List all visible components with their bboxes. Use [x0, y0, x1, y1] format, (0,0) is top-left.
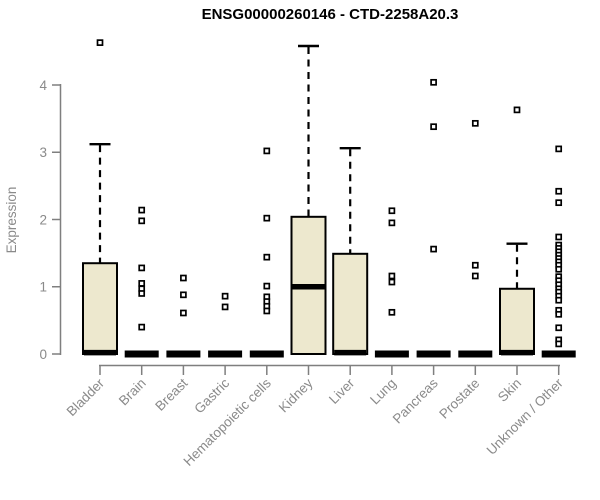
outlier-unknown-other-18: [555, 296, 563, 304]
outlier-brain-0: [138, 206, 146, 214]
boxplot-bladder: [82, 39, 118, 356]
boxplot-pancreas: [416, 78, 451, 358]
x-tick-label-lung: Lung: [367, 376, 399, 408]
collapsed-box-breast: [166, 350, 201, 358]
boxplot-brain: [124, 206, 159, 358]
boxplot-hematopoietic-cells: [249, 147, 284, 358]
outlier-brain-3: [138, 280, 146, 287]
y-axis-label: Expression: [4, 187, 19, 254]
outlier-prostate-0: [471, 119, 479, 127]
outlier-hematopoietic-cells-0: [263, 147, 271, 155]
collapsed-box-hematopoietic-cells: [249, 350, 284, 358]
outlier-hematopoietic-cells-7: [263, 307, 271, 315]
boxplot-gastric: [208, 292, 243, 358]
outlier-lung-4: [388, 308, 396, 316]
outlier-hematopoietic-cells-3: [263, 282, 271, 290]
outlier-unknown-other-0: [555, 145, 563, 153]
x-tick-label-skin: Skin: [495, 376, 524, 405]
outlier-lung-0: [388, 207, 396, 215]
outlier-gastric-0: [221, 292, 229, 300]
boxplot-liver: [332, 147, 369, 356]
outlier-unknown-other-1: [555, 187, 563, 195]
outlier-prostate-1: [471, 261, 479, 269]
x-tick-label-prostate: Prostate: [436, 376, 482, 422]
boxplot-prostate: [458, 119, 493, 358]
boxplot-unknown-other: [541, 145, 576, 358]
y-tick-label-4: 4: [39, 78, 47, 93]
box-skin: [499, 287, 535, 355]
outlier-hematopoietic-cells-2: [263, 253, 271, 261]
outlier-breast-2: [180, 309, 187, 317]
y-tick-label-2: 2: [39, 212, 47, 227]
outlier-pancreas-0: [430, 78, 437, 86]
x-tick-label-liver: Liver: [326, 375, 358, 407]
y-tick-label-0: 0: [39, 347, 47, 362]
outlier-brain-6: [138, 323, 146, 331]
x-tick-label-brain: Brain: [116, 376, 149, 409]
outlier-unknown-other-2: [555, 199, 563, 207]
box-liver: [332, 252, 369, 355]
y-tick-label-3: 3: [39, 145, 47, 160]
outlier-hematopoietic-cells-1: [263, 214, 271, 222]
boxplot-lung: [374, 207, 409, 358]
boxplot-breast: [166, 274, 201, 358]
outlier-brain-2: [138, 264, 146, 272]
x-tick-label-pancreas: Pancreas: [390, 375, 441, 426]
collapsed-box-unknown-other: [541, 350, 576, 358]
boxplots: [82, 39, 576, 358]
outlier-lung-3: [388, 278, 396, 286]
outlier-unknown-other-11: [555, 265, 563, 273]
outlier-breast-0: [180, 274, 187, 282]
x-tick-label-kidney: Kidney: [276, 375, 316, 415]
outlier-bladder-0: [96, 39, 104, 46]
outlier-unknown-other-23: [555, 340, 563, 348]
chart-title: ENSG00000260146 - CTD-2258A20.3: [202, 6, 459, 23]
outlier-lung-2: [388, 272, 396, 280]
outlier-brain-5: [138, 290, 146, 297]
box-bladder: [82, 262, 118, 355]
x-tick-label-breast: Breast: [152, 375, 190, 413]
outlier-pancreas-2: [430, 245, 437, 253]
boxplot-kidney: [290, 44, 327, 355]
collapsed-box-brain: [124, 350, 159, 358]
x-tick-label-bladder: Bladder: [64, 375, 108, 419]
collapsed-box-prostate: [458, 350, 493, 358]
outlier-prostate-2: [471, 272, 479, 280]
boxplot-skin: [499, 106, 535, 356]
outlier-skin-0: [513, 106, 521, 114]
outlier-unknown-other-21: [555, 324, 563, 332]
outlier-brain-1: [138, 217, 146, 225]
collapsed-box-lung: [374, 350, 409, 358]
y-tick-label-1: 1: [39, 280, 47, 295]
outlier-gastric-1: [221, 303, 229, 311]
x-tick-label-unknown-other: Unknown / Other: [484, 375, 567, 458]
x-tick-label-gastric: Gastric: [191, 375, 232, 416]
collapsed-box-gastric: [208, 350, 243, 358]
outlier-breast-1: [180, 291, 187, 299]
outlier-unknown-other-3: [555, 233, 563, 241]
outlier-pancreas-1: [430, 123, 437, 131]
outlier-lung-1: [388, 219, 396, 227]
outlier-unknown-other-20: [555, 310, 563, 318]
collapsed-box-pancreas: [416, 350, 451, 358]
